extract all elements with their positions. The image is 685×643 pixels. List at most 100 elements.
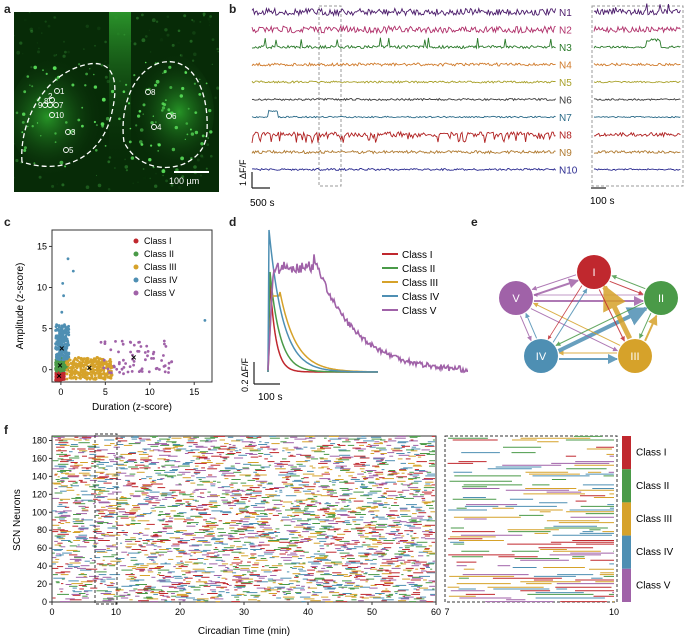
cell-speck [209, 130, 213, 134]
zoom-trace-n7 [593, 115, 681, 119]
cell-speck [142, 103, 146, 107]
scatter-point [97, 375, 101, 378]
cell-speck [163, 69, 167, 74]
scatter-point [98, 357, 102, 361]
cell-speck [62, 54, 66, 58]
panel-label-a: a [4, 2, 11, 16]
cell-speck [107, 188, 111, 191]
cell-speck [85, 185, 90, 189]
cell-speck [141, 38, 146, 43]
cell-speck [166, 15, 170, 18]
scatter-point [120, 339, 124, 343]
scatter-point [110, 371, 113, 375]
cell-speck [190, 157, 193, 160]
cell-speck [211, 63, 213, 65]
cell-speck [107, 160, 111, 164]
cell-speck [53, 16, 56, 19]
cell-speck [177, 29, 181, 33]
cell-speck [36, 42, 39, 44]
y-scale-label: 0.2 ΔF/F [240, 357, 250, 392]
scatter-point [54, 345, 58, 349]
scatter-point [137, 341, 141, 344]
roi-label: 4 [157, 123, 162, 132]
roi-label: 2 [48, 92, 53, 101]
cell-speck [200, 142, 204, 146]
scatter-point [102, 371, 106, 375]
scatter-point [115, 367, 119, 371]
neuron-label: N7 [559, 113, 572, 124]
scatter-point [69, 370, 73, 374]
scale-bar-label: 100 µm [169, 176, 199, 186]
centroid-marker: × [59, 343, 64, 353]
cell-speck [16, 50, 21, 55]
legend-entry: Class III [402, 278, 438, 289]
cell-speck [164, 28, 168, 32]
cell-speck [179, 54, 182, 56]
centroid-marker: × [131, 352, 136, 362]
cell-speck [171, 181, 173, 183]
cell-speck [101, 97, 106, 102]
cell-speck [23, 149, 27, 152]
legend-marker [133, 238, 139, 244]
x-tick-label: 60 [431, 607, 441, 617]
panel-label-b: b [229, 2, 237, 16]
cell-speck [100, 63, 104, 67]
legend-entry: Class II [144, 249, 174, 259]
cell-speck [217, 50, 219, 53]
traces-chart: N1 N2 N3 N4 N5 N6 N7 N8 N9 N10 1 ΔF/F 500 s 100 s [238, 3, 684, 209]
cell-speck [97, 183, 102, 188]
scatter-point [102, 366, 106, 370]
scatter-point [61, 282, 65, 285]
cell-speck [154, 184, 158, 188]
trace-n10 [251, 167, 556, 172]
scatter-point [61, 331, 64, 334]
cell-speck [171, 43, 175, 47]
cell-speck [191, 59, 195, 62]
cell-speck [157, 143, 159, 145]
cell-speck [104, 60, 107, 63]
scatter-point [94, 371, 98, 375]
cell-speck [124, 165, 129, 169]
cell-speck [165, 179, 169, 183]
scatter-point [163, 370, 167, 374]
scatter-point [108, 361, 112, 365]
cell-speck [115, 33, 116, 34]
scatter-point [56, 364, 60, 368]
scatter-point [106, 367, 110, 371]
scatter-point [66, 363, 70, 366]
scatter-point [95, 356, 99, 360]
scatter-point [109, 348, 113, 352]
cell-speck [162, 174, 164, 177]
colorbar-label: Class I [636, 448, 667, 459]
scatter-point [88, 366, 92, 370]
cell-speck [199, 78, 201, 80]
x-tick-label: 0 [58, 387, 63, 397]
scatter-point [62, 294, 65, 298]
cell-speck [123, 33, 126, 36]
centroid-marker: × [57, 361, 62, 371]
cell-speck [22, 112, 26, 116]
panel-e-network: I II III IV V [478, 222, 685, 422]
centroid-marker: × [87, 363, 92, 373]
cell-speck [22, 53, 24, 55]
colorbar-label: Class II [636, 481, 669, 492]
zoom-window-box [94, 433, 118, 605]
right-scn-outline [122, 61, 208, 169]
legend-entry: Class I [144, 236, 172, 246]
neuron-label: N3 [559, 43, 572, 54]
scatter-point [71, 269, 75, 273]
legend-marker [133, 264, 139, 270]
cell-speck [189, 39, 193, 43]
cell-speck [114, 167, 116, 169]
scatter-point [73, 356, 77, 360]
scatter-point [77, 356, 81, 359]
cell-speck [33, 162, 36, 165]
cell-speck [150, 144, 153, 147]
scatter-point [152, 357, 156, 360]
cell-speck [132, 182, 134, 184]
colorbar-label: Class III [636, 514, 672, 525]
panel-f-raster: 0 10 20 30 40 50 60 0 20 40 60 80 100 120 140 160 180 7 10… [8, 428, 685, 638]
roi-label: 10 [55, 111, 64, 120]
cell-speck [59, 160, 64, 165]
